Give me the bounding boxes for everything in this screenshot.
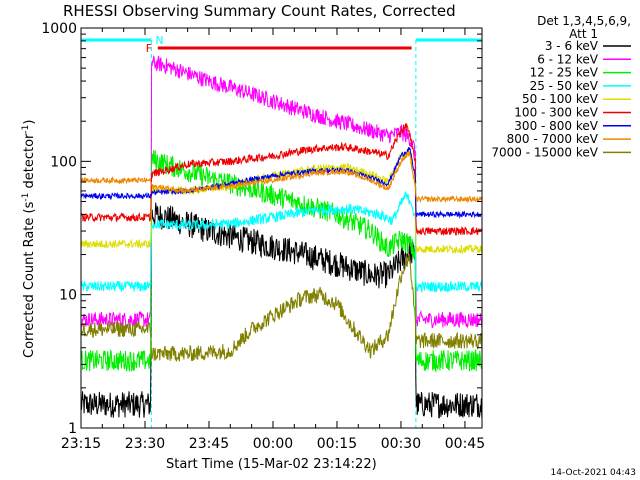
legend-header-line1: Det 1,3,4,5,6,9, [537,14,631,28]
legend-label-3: 25 - 50 keV [530,79,599,93]
x-tick-label-4: 00:15 [317,436,357,452]
y-tick-label-0: 1 [68,421,77,437]
series-line-6 [80,146,483,219]
legend-label-2: 12 - 25 keV [530,66,599,80]
y-axis-label-mid: detector [22,133,37,193]
legend-label-6: 300 - 800 keV [514,119,598,133]
flare-marker: F [146,42,152,55]
y-axis-label-sup1: -1 [21,193,31,202]
legend-label-4: 50 - 100 keV [522,92,599,106]
y-axis-label: Corrected Count Rate (s-1 detector-1) [21,120,37,358]
series-line-8 [80,253,483,362]
x-tick-label-3: 00:00 [253,436,293,452]
series-line-3 [80,191,483,294]
x-tick-label-1: 23:30 [125,436,165,452]
legend-label-0: 3 - 6 keV [545,39,599,53]
plot-frame [80,27,483,429]
x-tick-label-6: 00:45 [445,436,485,452]
x-axis: 23:15 23:30 23:45 00:00 00:15 00:30 00:45 [61,28,485,452]
y-tick-label-1: 10 [59,288,77,304]
footer-date: 14-Oct-2021 04:43 [551,468,636,478]
x-tick-label-2: 23:45 [189,436,229,452]
y-axis-label-main: Corrected Count Rate (s [22,201,37,358]
chart-title: RHESSI Observing Summary Count Rates, Co… [63,2,456,20]
legend-header-line2: Att 1 [569,27,598,41]
y-tick-label-2: 100 [50,154,77,170]
markers-layer: F N [146,34,412,55]
x-axis-label: Start Time (15-Mar-02 23:14:22) [166,457,377,472]
y-tick-label-3: 1000 [41,21,77,37]
series-line-5 [80,123,483,237]
y-axis-label-end: ) [22,120,37,125]
series-line-7 [80,150,483,204]
series-layer [80,55,483,419]
legend-label-7: 800 - 7000 keV [507,132,599,146]
y-axis-label-sup2: -1 [21,125,31,134]
y-axis: 1 10 100 1000 [41,21,482,437]
x-tick-label-5: 00:30 [381,436,421,452]
series-line-2 [80,149,483,373]
legend-label-5: 100 - 300 keV [514,106,598,120]
night-marker: N [155,34,163,47]
x-tick-label-0: 23:15 [61,436,101,452]
series-line-1 [80,55,483,329]
legend-label-1: 6 - 12 keV [537,52,599,66]
legend-label-8: 7000 - 15000 keV [491,145,598,159]
series-line-4 [80,150,483,255]
